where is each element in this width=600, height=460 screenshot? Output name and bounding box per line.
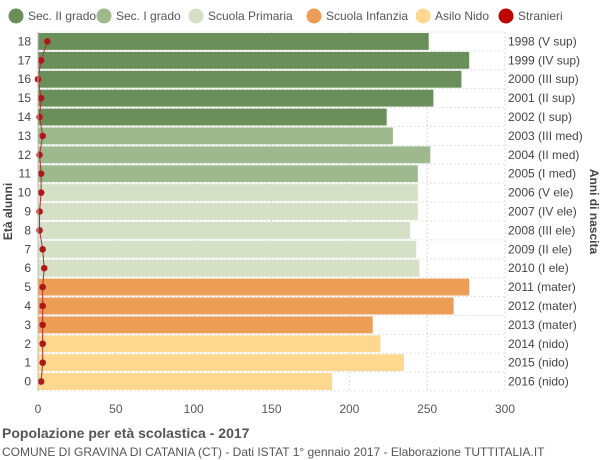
birth-year-label: 2000 (III sup) (508, 72, 579, 86)
birth-year-label: 2016 (nido) (508, 375, 569, 389)
y-axis-title-right: Anni di nascita (587, 169, 600, 255)
y-tick-label: 16 (18, 72, 32, 86)
foreign-point (44, 38, 51, 45)
y-tick-label: 8 (24, 223, 31, 237)
bar (38, 89, 434, 107)
foreign-point (40, 264, 48, 272)
bar (38, 354, 404, 372)
birth-year-label: 1998 (V sup) (508, 34, 577, 48)
foreign-point (36, 151, 43, 159)
legend-label: Scuola Primaria (208, 9, 293, 23)
foreign-point (37, 170, 45, 178)
bar (38, 51, 470, 69)
bar (38, 108, 387, 126)
foreign-point (39, 340, 46, 348)
legend-swatch (8, 8, 24, 24)
chart-subtitle: COMUNE DI GRAVINA DI CATANIA (CT) - Dati… (2, 445, 545, 459)
bar (38, 297, 454, 315)
birth-year-label: 2002 (I sup) (508, 110, 572, 124)
birth-year-label: 2001 (II sup) (508, 91, 575, 105)
x-tick-label: 200 (339, 402, 359, 416)
birth-year-label: 2014 (nido) (508, 337, 569, 351)
legend-swatch (188, 8, 204, 24)
x-tick-label: 0 (35, 402, 42, 416)
foreign-point (37, 189, 45, 196)
birth-year-label: 2005 (I med) (508, 167, 576, 181)
y-tick-label: 5 (24, 280, 31, 294)
legend-swatch (306, 8, 322, 24)
y-tick-label: 11 (19, 167, 32, 181)
foreign-point (39, 321, 46, 329)
bar (38, 335, 381, 353)
bar (38, 278, 470, 296)
y-tick-label: 14 (18, 110, 32, 124)
bar (38, 240, 417, 258)
x-tick-label: 150 (261, 402, 281, 416)
birth-year-label: 2013 (mater) (508, 318, 577, 332)
y-tick-label: 7 (24, 242, 31, 256)
y-tick-label: 17 (18, 53, 32, 67)
foreign-point (39, 302, 46, 310)
foreign-point (39, 132, 46, 140)
y-tick-label: 4 (24, 299, 31, 313)
y-tick-label: 1 (24, 356, 31, 370)
foreign-point (37, 57, 45, 64)
y-tick-label: 9 (24, 205, 31, 219)
bar (38, 316, 373, 334)
bar (38, 70, 462, 88)
legend-label: Sec. I grado (116, 9, 181, 23)
legend-label: Asilo Nido (435, 9, 489, 23)
x-tick-label: 50 (109, 402, 123, 416)
birth-year-label: 2011 (mater) (508, 280, 576, 294)
foreign-point (36, 208, 43, 215)
birth-year-label: 2007 (IV ele) (508, 205, 577, 219)
foreign-point (39, 359, 46, 366)
bar (38, 165, 418, 183)
foreign-point (39, 283, 46, 291)
bar (38, 146, 431, 164)
foreign-point (39, 245, 46, 253)
legend-swatch (498, 8, 514, 24)
x-tick-label: 250 (417, 402, 437, 416)
bar (38, 259, 420, 277)
birth-year-label: 2012 (mater) (508, 299, 577, 313)
y-tick-label: 3 (24, 318, 31, 332)
bar (38, 373, 333, 390)
bar (38, 33, 429, 50)
birth-year-label: 2009 (II ele) (508, 242, 572, 256)
bar (38, 184, 418, 202)
y-tick-label: 2 (24, 337, 31, 351)
birth-year-label: 2010 (I ele) (508, 261, 569, 275)
birth-year-label: 1999 (IV sup) (508, 53, 580, 67)
birth-year-label: 2008 (III ele) (508, 223, 575, 237)
y-tick-label: 10 (18, 186, 32, 200)
birth-year-label: 2015 (nido) (508, 356, 569, 370)
legend-label: Sec. II grado (28, 9, 96, 23)
bar (38, 127, 393, 145)
chart-title: Popolazione per età scolastica - 2017 (2, 425, 250, 441)
bar (38, 203, 418, 220)
legend-swatch (415, 8, 431, 24)
x-tick-label: 100 (184, 402, 204, 416)
birth-year-label: 2003 (III med) (508, 129, 583, 143)
y-tick-label: 12 (18, 148, 32, 162)
y-tick-label: 15 (18, 91, 32, 105)
bar (38, 221, 411, 239)
x-tick-label: 300 (495, 402, 515, 416)
legend-swatch (96, 8, 112, 24)
y-tick-label: 18 (18, 34, 32, 48)
foreign-point (37, 94, 45, 102)
y-tick-label: 0 (24, 375, 31, 389)
legend-label: Scuola Infanzia (326, 9, 408, 23)
foreign-point (36, 227, 43, 234)
foreign-point (37, 378, 45, 385)
birth-year-label: 2004 (II med) (508, 148, 579, 162)
y-tick-label: 13 (18, 129, 32, 143)
y-axis-title: Età alunni (1, 183, 15, 240)
y-tick-label: 6 (24, 261, 31, 275)
legend-label: Stranieri (518, 9, 563, 23)
foreign-point (36, 113, 43, 121)
birth-year-label: 2006 (V ele) (508, 186, 573, 200)
